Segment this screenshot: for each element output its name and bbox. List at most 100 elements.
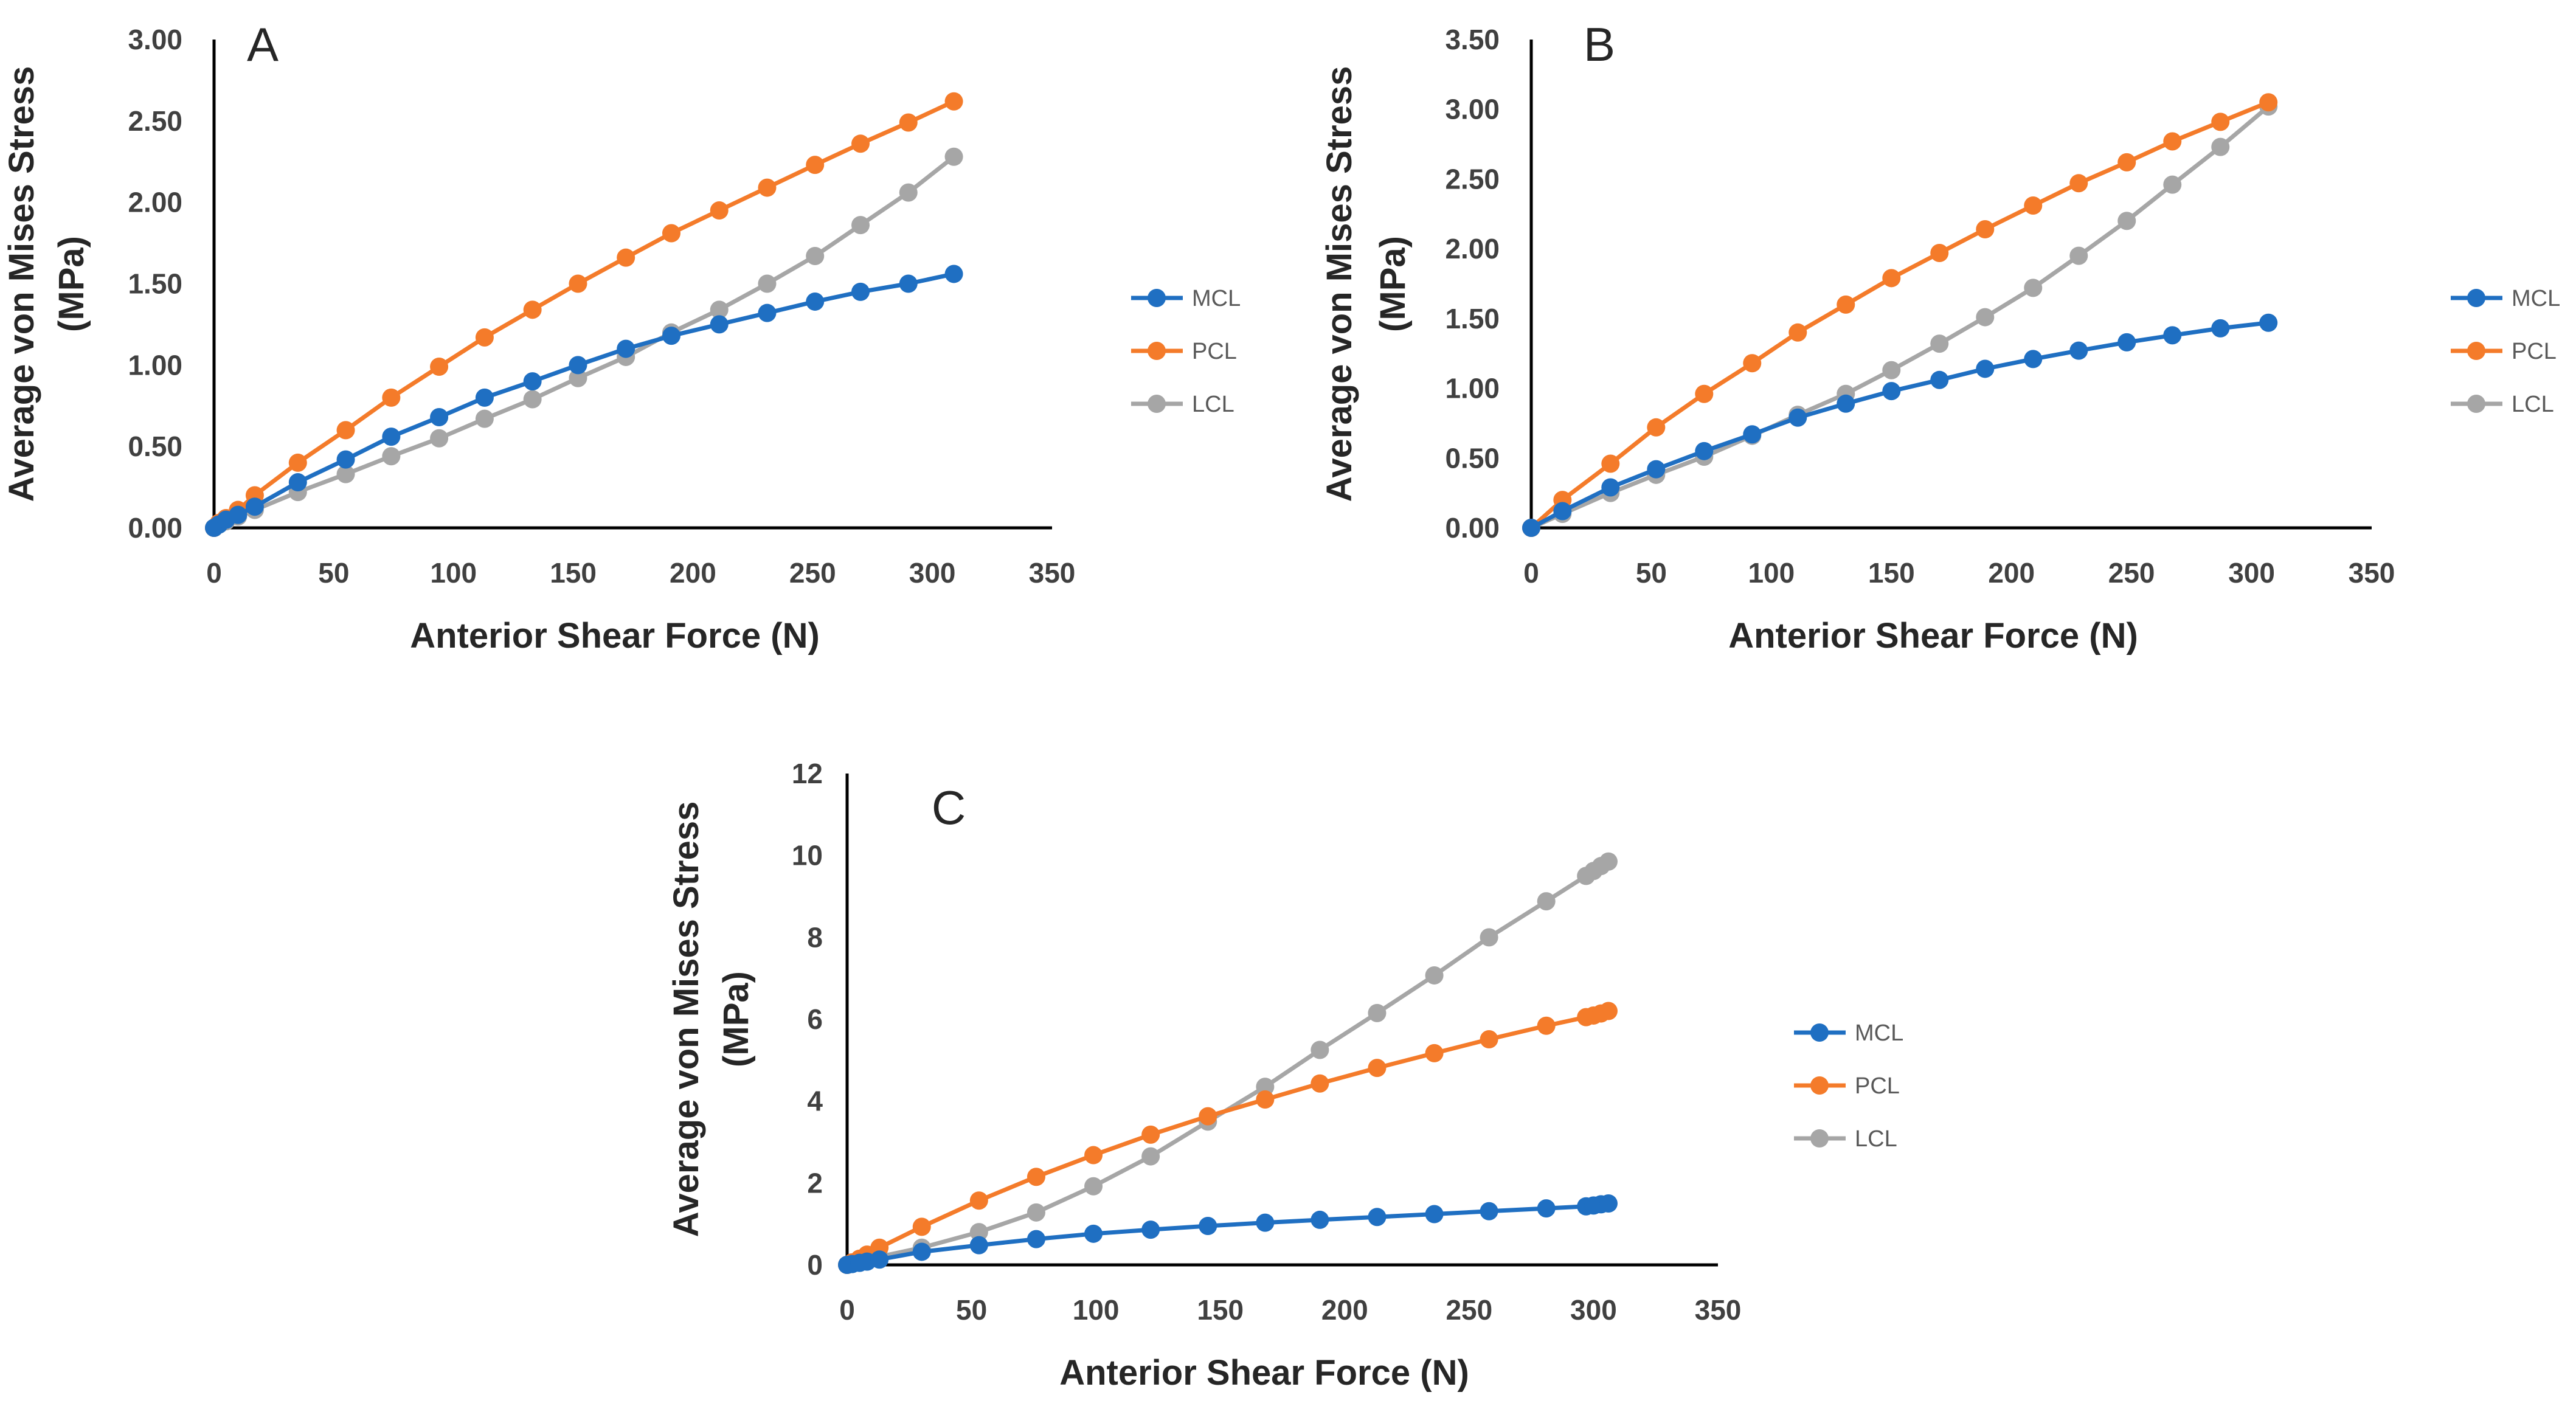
data-point-lcl [944,147,963,166]
y-axis-title-line1: Average von Mises Stress [667,801,706,1238]
data-point-lcl [2024,279,2043,297]
chart-panel-c: 0 2 4 6 8 10 12 0 50 100 150 200 250 300 350 C Anterior … [667,758,1903,1393]
data-point-mcl [1553,502,1572,521]
y-tick-label: 4 [807,1085,823,1117]
x-tick-label: 350 [1695,1294,1742,1326]
chart-panel-b: 0.00 0.50 1.00 1.50 2.00 2.50 3.00 3.50 0 50 100 15… [1320,18,2560,656]
series-pcl [838,1002,1618,1274]
data-point-mcl [382,428,401,446]
legend-marker-pcl [1148,342,1166,360]
y-axis-title-line2: (MPa) [52,236,91,332]
x-tick-label: 0 [839,1294,855,1326]
data-point-mcl [710,315,729,334]
data-point-pcl [1788,323,1807,342]
data-point-pcl [1976,220,1995,239]
y-tick-label: 8 [807,921,823,953]
y-tick-label: 0.00 [128,512,182,544]
series-mcl [1522,313,2278,537]
data-point-lcl [2163,175,2182,194]
data-point-pcl [1882,269,1901,288]
x-tick-label: 250 [1446,1294,1492,1326]
series-mcl [838,1194,1618,1274]
data-point-mcl [1837,394,1855,413]
data-point-pcl [1425,1044,1444,1062]
y-tick-label: 0.00 [1445,512,1500,544]
y-tick-label: 0.50 [1445,442,1500,474]
y-tick-label: 1.00 [128,349,182,381]
data-point-mcl [870,1250,889,1269]
data-point-mcl [2211,319,2230,338]
legend-label-mcl: MCL [2512,286,2560,311]
data-point-pcl [1601,454,1620,473]
x-tick-label: 0 [1523,557,1539,589]
y-tick-label: 2.00 [128,187,182,218]
data-point-lcl [1084,1177,1103,1196]
y-tick-label: 2.50 [128,105,182,137]
y-tick-label: 12 [792,758,823,789]
series-line-pcl [212,99,955,530]
x-tick-label: 0 [206,557,222,589]
legend: MCL PCL LCL [1131,286,1241,417]
data-point-mcl [569,356,587,375]
x-tick-label: 50 [318,557,349,589]
data-point-pcl [1930,244,1949,263]
x-tick-label: 50 [956,1294,987,1326]
x-tick-label: 100 [1748,557,1795,589]
legend-marker-lcl [1148,395,1166,413]
panel-title: C [932,781,966,834]
panel-title: B [1584,18,1615,71]
data-point-lcl [1882,361,1901,379]
data-point-mcl [944,265,963,283]
series-line-pcl [1529,100,2270,530]
data-point-pcl [2163,132,2182,151]
data-point-lcl [336,465,355,483]
data-point-lcl [1141,1147,1160,1166]
legend-label-pcl: PCL [2512,339,2557,364]
data-point-pcl [899,113,918,132]
data-point-mcl [2259,313,2278,332]
y-axis-title-line2: (MPa) [716,971,756,1067]
series-lcl [1522,97,2278,537]
data-point-pcl [2211,113,2230,131]
data-point-mcl [1695,441,1714,460]
x-tick-label: 350 [1029,557,1076,589]
data-point-mcl [1311,1210,1329,1229]
x-tick-label: 150 [1197,1294,1244,1326]
legend-marker-pcl [2467,342,2485,360]
data-point-mcl [1601,478,1620,497]
x-tick-label: 300 [909,557,956,589]
data-point-pcl [1199,1107,1217,1126]
data-point-pcl [1368,1059,1387,1078]
series-line-lcl [1530,105,2270,530]
y-axis-title-line1: Average von Mises Stress [1320,66,1359,502]
data-point-mcl [1027,1230,1045,1248]
y-tick-label: 1.50 [1445,303,1500,334]
data-point-pcl [662,224,680,243]
data-point-pcl [2259,93,2278,112]
x-tick-label: 150 [1868,557,1915,589]
legend-label-lcl: LCL [1855,1126,1897,1152]
data-point-mcl [1199,1217,1217,1236]
data-point-mcl [1788,408,1807,427]
data-point-mcl [523,372,542,391]
x-tick-label: 300 [1570,1294,1617,1326]
data-point-lcl [851,216,870,235]
x-tick-label: 200 [670,557,716,589]
data-point-lcl [1311,1040,1329,1059]
data-point-pcl [1027,1168,1045,1186]
data-point-mcl [1368,1208,1387,1227]
data-point-mcl [430,407,449,426]
data-point-mcl [1480,1202,1498,1220]
data-point-lcl [899,183,918,202]
data-point-pcl [1256,1090,1275,1109]
x-tick-label: 50 [1636,557,1667,589]
data-point-mcl [1141,1220,1160,1239]
data-point-mcl [1256,1213,1275,1232]
legend-label-lcl: LCL [2512,392,2554,417]
data-point-mcl [229,505,248,524]
legend-label-pcl: PCL [1192,339,1237,364]
data-point-pcl [969,1191,988,1210]
x-tick-label: 200 [1988,557,2035,589]
y-tick-label: 1.00 [1445,373,1500,404]
data-point-mcl [1743,425,1762,444]
